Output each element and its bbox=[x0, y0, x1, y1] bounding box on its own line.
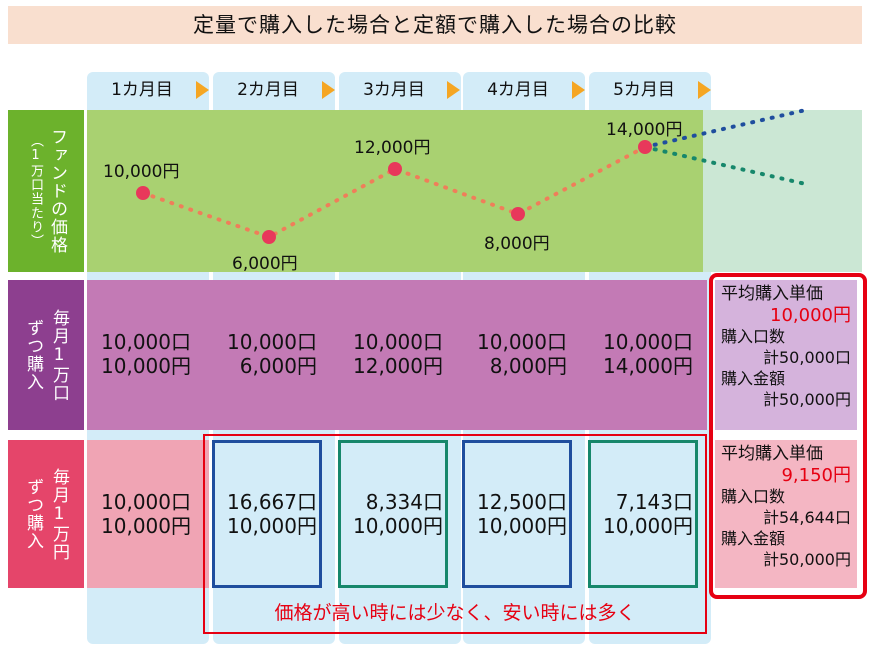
future-down-line bbox=[643, 145, 812, 187]
month-header-5: 5カ月目 bbox=[613, 80, 675, 100]
fixed-qty-label-line2: ずつ購入 bbox=[23, 319, 43, 391]
month-header-1: 1カ月目 bbox=[111, 80, 173, 100]
units-value: 10,000口 bbox=[603, 330, 693, 354]
amount-value: 10,000円 bbox=[353, 514, 443, 538]
price-point bbox=[136, 186, 150, 200]
price-point bbox=[638, 140, 652, 154]
fixed-qty-cell-1: 10,000口 10,000円 bbox=[87, 330, 191, 378]
fixed-amt-cell-4: 12,500口 10,000円 bbox=[463, 490, 567, 538]
fixed-amt-box-4 bbox=[462, 440, 572, 588]
amount-value: 10,000円 bbox=[101, 514, 191, 538]
amount-value: 10,000円 bbox=[101, 354, 191, 378]
price-band-future bbox=[703, 110, 862, 272]
price-row-label-sub: （1万口当たり） bbox=[28, 134, 43, 248]
fixed-qty-cell-4: 10,000口 8,000円 bbox=[463, 330, 567, 378]
fixed-amt-box-2 bbox=[212, 440, 322, 588]
units-total: 計54,644口 bbox=[763, 508, 851, 527]
arrow-icon bbox=[322, 81, 335, 99]
amount-value: 10,000円 bbox=[477, 514, 567, 538]
amount-value: 12,000円 bbox=[353, 354, 443, 378]
summary-outline bbox=[709, 273, 867, 599]
fixed-qty-cell-2: 10,000口 6,000円 bbox=[213, 330, 317, 378]
price-chart bbox=[136, 107, 812, 244]
avg-price-label: 平均購入単価 bbox=[721, 444, 823, 464]
units-total: 計50,000口 bbox=[763, 348, 851, 367]
units-label: 購入口数 bbox=[721, 327, 786, 346]
price-label-3: 12,000円 bbox=[354, 138, 431, 158]
price-label-5: 14,000円 bbox=[606, 120, 683, 140]
month-header-4: 4カ月目 bbox=[487, 80, 549, 100]
fixed-amt-label-line1: 毎月1万円 bbox=[49, 467, 69, 561]
amount-value: 10,000円 bbox=[603, 514, 693, 538]
amount-label: 購入金額 bbox=[721, 529, 786, 548]
price-point bbox=[262, 230, 276, 244]
amount-total: 計50,000円 bbox=[763, 390, 851, 409]
avg-price-label: 平均購入単価 bbox=[721, 284, 823, 304]
fixed-amt-box-3 bbox=[338, 440, 448, 588]
amount-value: 8,000円 bbox=[489, 354, 567, 378]
month-header-3: 3カ月目 bbox=[363, 80, 425, 100]
units-value: 10,000口 bbox=[101, 330, 191, 354]
avg-price-value: 9,150円 bbox=[781, 465, 851, 486]
page-title: 定量で購入した場合と定額で購入した場合の比較 bbox=[8, 6, 862, 44]
future-up-line bbox=[643, 107, 812, 149]
amount-label: 購入金額 bbox=[721, 369, 786, 388]
units-value: 10,000口 bbox=[227, 330, 317, 354]
price-point bbox=[511, 207, 525, 221]
fixed-qty-row-label: ずつ購入 毎月1万口 bbox=[8, 280, 84, 430]
units-value: 12,500口 bbox=[477, 490, 567, 514]
fixed-amt-label-line2: ずつ購入 bbox=[23, 478, 43, 550]
amount-value: 10,000円 bbox=[227, 514, 317, 538]
fixed-amt-cell-3: 8,334口 10,000円 bbox=[339, 490, 443, 538]
amount-value: 14,000円 bbox=[603, 354, 693, 378]
fixed-amt-box-5 bbox=[588, 440, 698, 588]
arrow-icon bbox=[572, 81, 585, 99]
fixed-qty-cell-5: 10,000口 14,000円 bbox=[589, 330, 693, 378]
highlight-outline bbox=[203, 434, 707, 634]
fixed-amt-band bbox=[87, 440, 209, 588]
fixed-qty-label-line1: 毎月1万口 bbox=[49, 308, 69, 402]
fixed-amt-cell-5: 7,143口 10,000円 bbox=[589, 490, 693, 538]
units-value: 16,667口 bbox=[227, 490, 317, 514]
units-value: 8,334口 bbox=[365, 490, 443, 514]
arrow-icon bbox=[447, 81, 460, 99]
units-label: 購入口数 bbox=[721, 487, 786, 506]
fixed-qty-band bbox=[87, 280, 707, 430]
note-text: 価格が高い時には少なく、安い時には多く bbox=[274, 602, 636, 624]
units-value: 10,000口 bbox=[101, 490, 191, 514]
fixed-amt-row-label: ずつ購入 毎月1万円 bbox=[8, 440, 84, 588]
fixed-qty-cell-3: 10,000口 12,000円 bbox=[339, 330, 443, 378]
fixed-amt-summary: 平均購入単価 9,150円 購入口数 計54,644口 購入金額 計50,000… bbox=[715, 440, 857, 588]
units-value: 10,000口 bbox=[477, 330, 567, 354]
price-row-label: （1万口当たり） ファンドの価格 bbox=[8, 110, 84, 272]
units-value: 10,000口 bbox=[353, 330, 443, 354]
fixed-amt-cell-2: 16,667口 10,000円 bbox=[213, 490, 317, 538]
price-row-label-main: ファンドの価格 bbox=[47, 128, 67, 254]
amount-value: 6,000円 bbox=[239, 354, 317, 378]
price-band bbox=[87, 110, 703, 272]
price-label-4: 8,000円 bbox=[484, 234, 550, 254]
fixed-qty-summary: 平均購入単価 10,000円 購入口数 計50,000口 購入金額 計50,00… bbox=[715, 280, 857, 430]
price-label-1: 10,000円 bbox=[103, 162, 180, 182]
price-line bbox=[141, 145, 647, 240]
avg-price-value: 10,000円 bbox=[770, 305, 851, 326]
amount-total: 計50,000円 bbox=[763, 550, 851, 569]
arrow-icon bbox=[698, 81, 711, 99]
price-label-2: 6,000円 bbox=[232, 254, 298, 274]
arrow-icon bbox=[196, 81, 209, 99]
price-point bbox=[388, 162, 402, 176]
units-value: 7,143口 bbox=[615, 490, 693, 514]
fixed-amt-cell-1: 10,000口 10,000円 bbox=[87, 490, 191, 538]
month-header-2: 2カ月目 bbox=[237, 80, 299, 100]
